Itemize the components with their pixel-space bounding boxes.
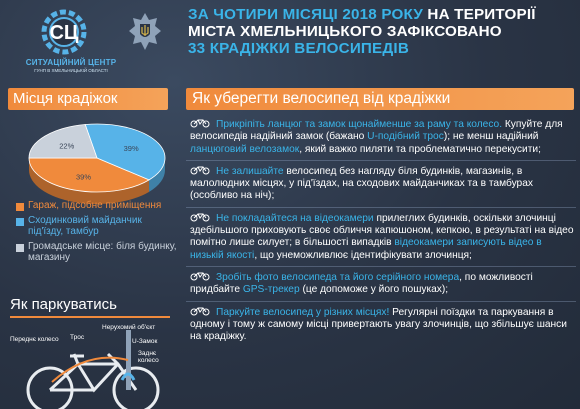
legend-label: Гараж, підсобне приміщення [28,200,162,211]
pie-label-2: 22% [59,141,74,150]
pie-slice-1 [84,123,166,181]
tip-item: Прикріпіть ланцюг та замок щонайменше за… [186,118,576,161]
pie-label-0: 39% [76,173,91,182]
parking-title-underline [10,316,170,318]
protect-bike-title: Як уберегти велосипед від крадіжки [186,88,574,110]
legend-swatch [16,218,24,226]
tip-item: Не покладайтеся на відеокамери прилеглих… [186,212,576,267]
pie-slice-2 [28,124,98,159]
theft-places-pie-chart: 39% 39% 22% [22,118,172,208]
label-rear-wheel: Заднє колесо [138,350,159,364]
pie-label-1: 39% [124,144,139,153]
parking-title: Як паркуватись [10,296,117,313]
logo-subtitle: ГУНП В ХМЕЛЬНИЦЬКІЙ ОБЛАСТІ [34,68,108,73]
label-front-wheel: Переднє колесо [10,336,59,343]
label-u-lock: U-Замок [132,338,158,345]
legend-item-garage: Гараж, підсобне приміщення [14,200,179,211]
bike-icon [190,119,210,128]
headline-part3: МІСТА ХМЕЛЬНИЦЬКОГО ЗАФІКСОВАНО [188,23,502,40]
headline-part4: 33 КРАДІЖКИ ВЕЛОСИПЕДІВ [188,40,409,57]
pie-side-0 [29,158,150,204]
parking-bike-illustration: Переднє колесо Трос Нерухомий об'єкт U-З… [8,320,176,409]
label-fixed-object: Нерухомий об'єкт [102,324,156,331]
tip-item: Паркуйте велосипед у різних місцях! Регу… [190,306,567,343]
bike-icon [190,272,210,281]
bike-icon [190,166,210,175]
headline-part1: ЗА ЧОТИРИ МІСЯЦІ 2018 РОКУ [188,6,423,23]
pie-slice-0 [28,157,150,193]
logo-title: СИТУАЦІЙНИЙ ЦЕНТР [25,58,117,67]
legend-label: Громадське місце: біля будинку, магазину [28,241,177,263]
legend-item-public-place: Громадське місце: біля будинку, магазину [14,241,179,263]
bike-icon [26,330,160,409]
legend-swatch [16,244,24,252]
tip-item: Зробіть фото велосипеда та його серійног… [186,271,576,302]
police-emblem-icon [129,13,161,50]
headline: ЗА ЧОТИРИ МІСЯЦІ 2018 РОКУ НА ТЕРИТОРІЇ … [188,6,578,57]
svg-text:СЦ: СЦ [49,22,78,44]
pie-legend: Гараж, підсобне приміщення Сходинковий м… [14,200,179,267]
pie-side-1 [149,158,165,192]
legend-swatch [16,203,24,211]
bike-icon [190,307,210,316]
bike-icon [190,213,210,222]
label-chain: Трос [70,334,85,341]
legend-label: Сходинковий майданчик під'їзду, тамбур [28,215,142,237]
tip-item: Не залишайте велосипед без нагляду біля … [186,165,576,208]
headline-part2: НА ТЕРИТОРІЇ [422,6,536,23]
situation-center-logo: СЦ СИТУАЦІЙНИЙ ЦЕНТР ГУНП В ХМЕЛЬНИЦЬКІЙ… [10,6,130,86]
legend-item-stairway: Сходинковий майданчик під'їзду, тамбур [14,215,179,237]
tips-list: Прикріпіть ланцюг та замок щонайменше за… [186,118,576,351]
theft-places-title: Місця крадіжок [8,88,168,110]
gear-logo-icon: СЦ [41,9,87,55]
